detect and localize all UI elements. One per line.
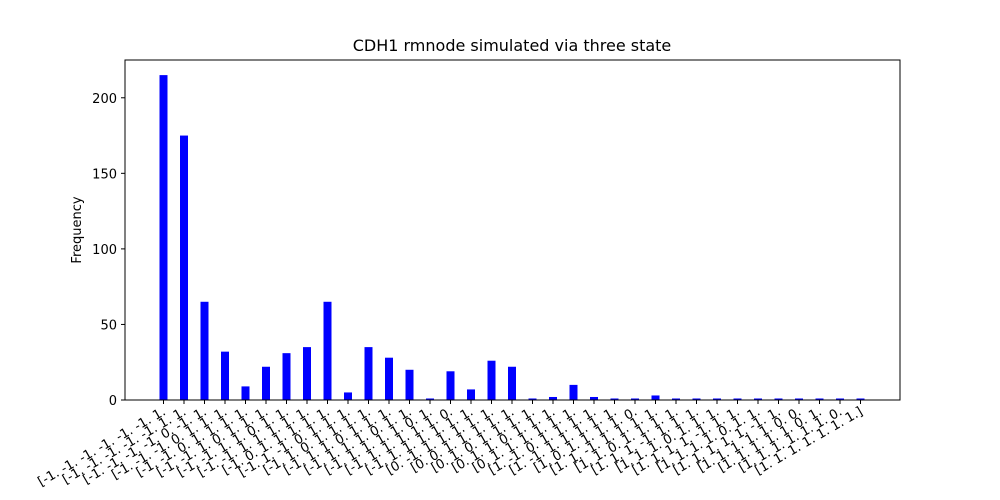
y-axis: 0 50 100 150 200 — [92, 92, 125, 409]
bar — [528, 398, 537, 400]
y-tick-label: 50 — [100, 318, 117, 333]
bar — [364, 347, 373, 400]
bar — [692, 398, 701, 400]
bar — [405, 369, 414, 400]
bar — [487, 360, 496, 400]
bar — [569, 384, 578, 400]
y-tick-label: 150 — [92, 167, 117, 182]
bar — [733, 398, 742, 400]
bar — [446, 371, 455, 400]
bar — [549, 396, 557, 400]
bar — [385, 357, 393, 400]
y-tick-label: 0 — [109, 394, 117, 409]
bar — [754, 398, 762, 400]
bar — [815, 398, 824, 400]
bar — [508, 366, 516, 400]
bar — [241, 386, 250, 400]
bar — [221, 351, 229, 400]
x-axis: [-1. -1. -1. -1. -1. -1. 1.[-1. -1. -1. … — [36, 400, 866, 490]
chart-title: CDH1 rmnode simulated via three state — [353, 36, 672, 55]
bar — [200, 301, 209, 400]
bar — [159, 75, 168, 400]
y-tick-label: 200 — [92, 92, 117, 107]
y-axis-label: Frequency — [70, 196, 85, 263]
bar — [426, 398, 434, 400]
bar — [651, 395, 660, 400]
bar — [856, 398, 865, 400]
bar — [631, 398, 639, 400]
bar — [610, 398, 619, 400]
bars-group — [159, 75, 865, 401]
bar — [795, 398, 803, 400]
bar — [713, 398, 721, 400]
bar — [344, 392, 352, 400]
bar — [323, 301, 332, 400]
bar — [590, 396, 598, 400]
bar — [262, 366, 270, 400]
bar — [836, 398, 844, 400]
bar — [672, 398, 680, 400]
bar — [303, 347, 311, 400]
bar — [282, 353, 291, 400]
bar — [774, 398, 783, 400]
y-tick-label: 100 — [92, 243, 117, 258]
bar — [180, 135, 188, 401]
bar — [467, 389, 475, 400]
plot-frame — [124, 59, 901, 401]
